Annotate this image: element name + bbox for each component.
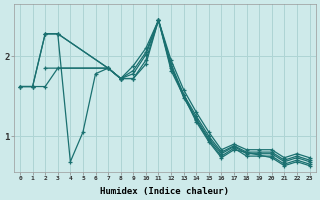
X-axis label: Humidex (Indice chaleur): Humidex (Indice chaleur) [100,187,229,196]
